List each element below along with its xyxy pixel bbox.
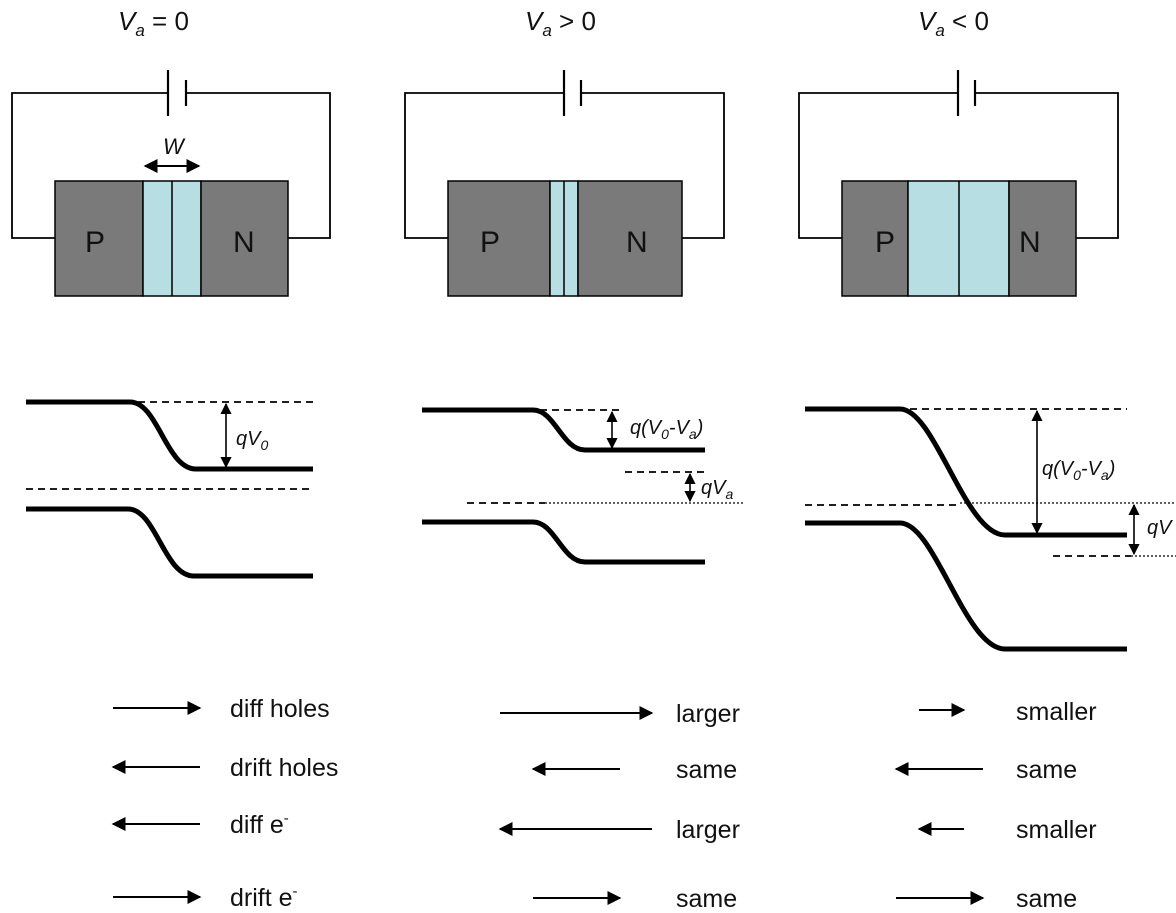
p-region xyxy=(54,180,144,297)
flux-label: smaller xyxy=(1016,698,1097,726)
bias-label: qV xyxy=(1147,517,1173,539)
flux-label: same xyxy=(676,885,737,913)
p-region xyxy=(841,180,909,297)
n-label: N xyxy=(233,226,255,259)
n-region xyxy=(1008,180,1077,297)
n-region xyxy=(200,180,289,297)
panel-3-junction xyxy=(841,180,1077,297)
panel-equilibrium: Va = 0 P N W qV0 xyxy=(11,6,338,912)
panel-3-circuit xyxy=(798,70,1119,239)
conduction-band xyxy=(422,407,705,453)
flux-label: diff holes xyxy=(230,695,330,723)
p-label: P xyxy=(875,226,895,259)
panel-2-flux: larger same larger same xyxy=(498,700,740,913)
panel-1-flux: diff holes drift holes diff e- drift e- xyxy=(111,695,338,912)
panel-reverse-bias: Va < 0 P N q(V0-Va) xyxy=(798,6,1176,913)
barrier-label: q(V0-Va) xyxy=(1042,458,1115,483)
flux-label: same xyxy=(1016,885,1077,913)
width-label: W xyxy=(163,134,186,159)
panel-3-flux: smaller same smaller same xyxy=(894,698,1097,913)
flux-label: drift e- xyxy=(230,883,298,912)
flux-label: same xyxy=(1016,756,1077,784)
flux-label: larger xyxy=(676,816,740,844)
panel-2-junction xyxy=(447,180,683,297)
flux-label: drift holes xyxy=(230,754,338,782)
n-region xyxy=(577,180,683,297)
p-region xyxy=(447,180,551,297)
p-label: P xyxy=(480,226,500,259)
panel-2-title: Va > 0 xyxy=(525,6,596,40)
panel-2-circuit xyxy=(404,70,725,239)
barrier-label: q(V0-Va) xyxy=(630,417,703,442)
flux-label: diff e- xyxy=(230,810,289,839)
barrier-label: qV0 xyxy=(236,428,268,453)
panel-2-band-diagram: q(V0-Va) qVa xyxy=(422,407,745,565)
p-label: P xyxy=(85,226,105,259)
n-label: N xyxy=(626,226,648,259)
flux-label: same xyxy=(676,756,737,784)
panel-1-title: Va = 0 xyxy=(118,6,189,40)
valence-band xyxy=(805,520,1127,652)
flux-label: larger xyxy=(676,700,740,728)
conduction-band xyxy=(26,399,313,472)
flux-label: smaller xyxy=(1016,816,1097,844)
n-label: N xyxy=(1019,226,1041,259)
panel-1-junction xyxy=(54,180,289,297)
panel-forward-bias: Va > 0 P N q(V0-Va) xyxy=(404,6,745,913)
panel-3-band-diagram: q(V0-Va) qV xyxy=(805,406,1176,652)
valence-band xyxy=(422,519,705,565)
panel-1-circuit xyxy=(11,70,331,239)
valence-band xyxy=(26,506,313,579)
panel-3-title: Va < 0 xyxy=(918,6,989,40)
conduction-band xyxy=(805,406,1127,538)
bias-label: qVa xyxy=(701,477,733,502)
panel-1-band-diagram: qV0 xyxy=(26,399,313,579)
